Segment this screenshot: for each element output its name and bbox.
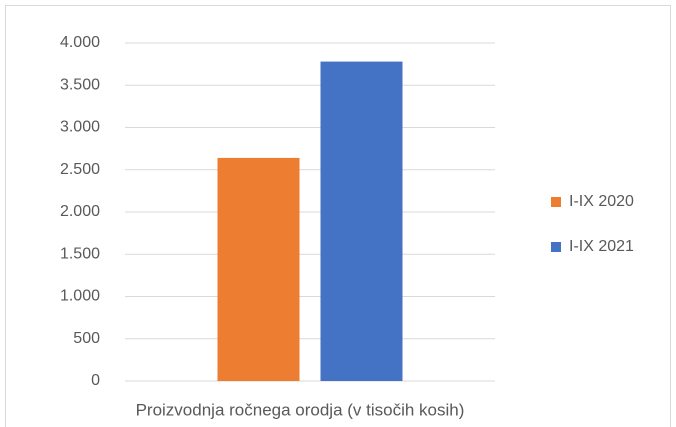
y-tick-label: 3.500	[60, 76, 100, 93]
legend-label: I-IX 2021	[569, 238, 634, 255]
y-tick-label: 3.000	[60, 119, 100, 136]
legend-swatch	[551, 242, 561, 252]
y-tick-label: 2.000	[60, 203, 100, 220]
y-tick-label: 4.000	[60, 34, 100, 51]
y-tick-label: 1.500	[60, 245, 100, 262]
bar	[320, 61, 403, 382]
bar	[217, 157, 300, 381]
x-tick-label: Proizvodnja ročnega orodja (v tisočih ko…	[136, 400, 465, 419]
y-tick-label: 1.000	[60, 288, 100, 305]
y-tick-label: 0	[91, 372, 100, 389]
y-tick-label: 2.500	[60, 161, 100, 178]
legend-swatch	[551, 197, 561, 207]
legend-label: I-IX 2020	[569, 193, 634, 210]
y-tick-label: 500	[73, 330, 100, 347]
